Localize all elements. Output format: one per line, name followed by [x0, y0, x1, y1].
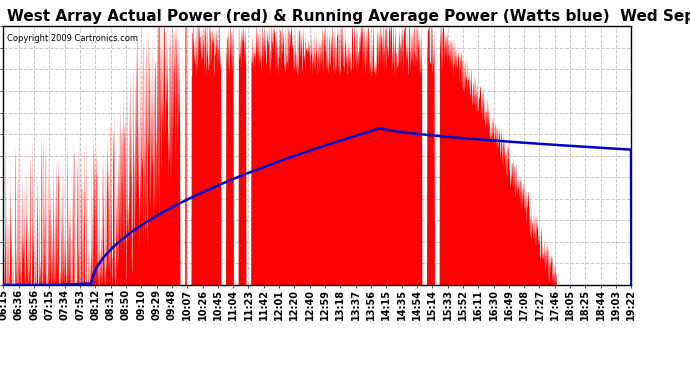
- Text: Copyright 2009 Cartronics.com: Copyright 2009 Cartronics.com: [7, 34, 137, 43]
- Text: West Array Actual Power (red) & Running Average Power (Watts blue)  Wed Sep 2 19: West Array Actual Power (red) & Running …: [7, 9, 690, 24]
